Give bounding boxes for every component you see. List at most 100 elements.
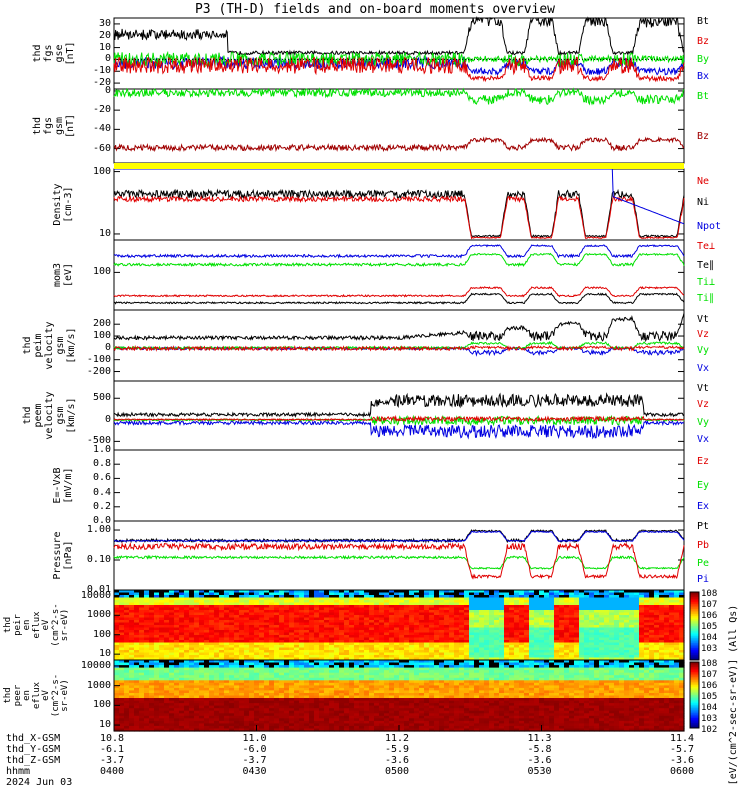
spec-cell bbox=[134, 665, 140, 669]
spec-cell bbox=[259, 718, 265, 722]
spec-cell bbox=[359, 713, 365, 717]
spec-cell bbox=[184, 682, 190, 686]
spec-cell bbox=[374, 665, 380, 669]
spec-cell bbox=[619, 645, 625, 649]
spec-cell bbox=[509, 642, 515, 646]
spec-cell bbox=[559, 605, 565, 609]
spec-cell bbox=[444, 592, 450, 596]
spec-cell bbox=[614, 627, 620, 631]
spec-cell bbox=[209, 602, 215, 606]
series-line bbox=[113, 541, 685, 580]
spec-cell bbox=[649, 627, 655, 631]
spec-cell bbox=[209, 595, 215, 599]
spec-cell bbox=[209, 695, 215, 699]
spec-cell bbox=[194, 682, 200, 686]
spec-cell bbox=[159, 657, 165, 661]
spec-cell bbox=[314, 710, 320, 714]
spec-cell bbox=[364, 708, 370, 712]
spec-cell bbox=[159, 597, 165, 601]
spec-cell bbox=[124, 695, 130, 699]
spec-cell bbox=[424, 595, 430, 599]
spec-cell bbox=[404, 728, 410, 732]
spec-cell bbox=[584, 652, 590, 656]
spec-cell bbox=[349, 693, 355, 697]
spec-cell bbox=[394, 600, 400, 604]
spec-cell bbox=[324, 665, 330, 669]
spec-cell bbox=[619, 630, 625, 634]
spec-cell bbox=[509, 657, 515, 661]
spec-cell bbox=[304, 620, 310, 624]
spec-cell bbox=[309, 630, 315, 634]
spec-cell bbox=[329, 675, 335, 679]
spec-cell bbox=[134, 685, 140, 689]
spec-cell bbox=[279, 672, 285, 676]
spec-cell bbox=[529, 625, 535, 629]
spec-cell bbox=[444, 657, 450, 661]
spec-cell bbox=[314, 708, 320, 712]
spec-cell bbox=[169, 602, 175, 606]
spec-cell bbox=[534, 642, 540, 646]
spec-cell bbox=[184, 703, 190, 707]
spec-cell bbox=[549, 635, 555, 639]
spec-cell bbox=[209, 720, 215, 724]
spec-cell bbox=[479, 620, 485, 624]
spec-cell bbox=[364, 667, 370, 671]
spec-cell bbox=[289, 660, 295, 664]
spec-cell bbox=[189, 590, 195, 594]
spec-cell bbox=[149, 595, 155, 599]
spec-cell bbox=[484, 620, 490, 624]
spec-cell bbox=[144, 622, 150, 626]
spec-cell bbox=[244, 675, 250, 679]
spec-cell bbox=[159, 672, 165, 676]
spec-cell bbox=[259, 627, 265, 631]
spec-cell bbox=[124, 595, 130, 599]
spec-cell bbox=[574, 592, 580, 596]
spec-cell bbox=[114, 637, 120, 641]
spec-cell bbox=[209, 652, 215, 656]
spec-cell bbox=[164, 657, 170, 661]
spec-cell bbox=[219, 590, 225, 594]
spec-cell bbox=[419, 650, 425, 654]
spec-cell bbox=[504, 617, 510, 621]
spec-cell bbox=[389, 695, 395, 699]
spec-cell bbox=[249, 680, 255, 684]
spec-cell bbox=[344, 708, 350, 712]
spec-cell bbox=[179, 670, 185, 674]
spec-cell bbox=[219, 708, 225, 712]
spec-cell bbox=[124, 612, 130, 616]
spec-cell bbox=[209, 630, 215, 634]
spec-cell bbox=[219, 698, 225, 702]
spec-cell bbox=[494, 637, 500, 641]
spec-cell bbox=[244, 657, 250, 661]
spec-cell bbox=[154, 627, 160, 631]
spec-cell bbox=[529, 640, 535, 644]
spec-cell bbox=[259, 652, 265, 656]
spec-cell bbox=[299, 672, 305, 676]
spec-cell bbox=[304, 675, 310, 679]
spec-cell bbox=[269, 665, 275, 669]
spec-cell bbox=[204, 590, 210, 594]
spec-cell bbox=[254, 700, 260, 704]
spec-cell bbox=[329, 687, 335, 691]
spec-cell bbox=[369, 645, 375, 649]
spec-cell bbox=[244, 607, 250, 611]
spec-cell bbox=[239, 645, 245, 649]
spec-cell bbox=[399, 675, 405, 679]
spec-cell bbox=[664, 617, 670, 621]
spec-cell bbox=[339, 595, 345, 599]
spec-cell bbox=[474, 642, 480, 646]
spec-cell bbox=[334, 655, 340, 659]
spec-cell bbox=[204, 710, 210, 714]
spec-cell bbox=[184, 620, 190, 624]
spec-cell bbox=[324, 698, 330, 702]
spec-cell bbox=[374, 592, 380, 596]
spec-cell bbox=[229, 695, 235, 699]
spec-cell bbox=[374, 685, 380, 689]
spec-cell bbox=[314, 695, 320, 699]
spec-cell bbox=[364, 662, 370, 666]
spec-cell bbox=[274, 667, 280, 671]
spec-cell bbox=[609, 597, 615, 601]
spec-cell bbox=[119, 655, 125, 659]
spec-cell bbox=[604, 655, 610, 659]
spec-cell bbox=[209, 635, 215, 639]
